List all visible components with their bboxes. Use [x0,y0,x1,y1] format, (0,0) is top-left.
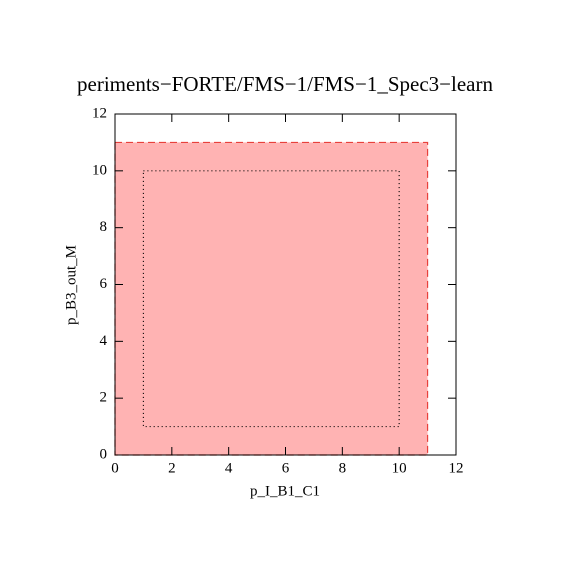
region [114,141,429,456]
y-tick-label: 12 [92,105,107,121]
y-tick-label: 8 [100,219,108,235]
x-tick-label: 2 [168,460,176,476]
y-tick-label: 2 [100,390,108,406]
x-tick-label: 8 [339,460,347,476]
x-axis-label: p_I_B1_C1 [250,483,320,499]
y-tick-label: 4 [100,333,108,349]
x-tick-label: 10 [392,460,407,476]
y-tick-label: 6 [100,276,108,292]
y-axis-label: p_B3_out_M [63,245,79,325]
x-tick-label: 12 [449,460,464,476]
y-tick-label: 10 [92,162,107,178]
x-tick-label: 4 [225,460,233,476]
x-tick-label: 6 [282,460,290,476]
chart-title: periments−FORTE/FMS−1/FMS−1_Spec3−learn [77,72,493,96]
x-tick-label: 0 [111,460,119,476]
y-tick-label: 0 [100,446,108,462]
